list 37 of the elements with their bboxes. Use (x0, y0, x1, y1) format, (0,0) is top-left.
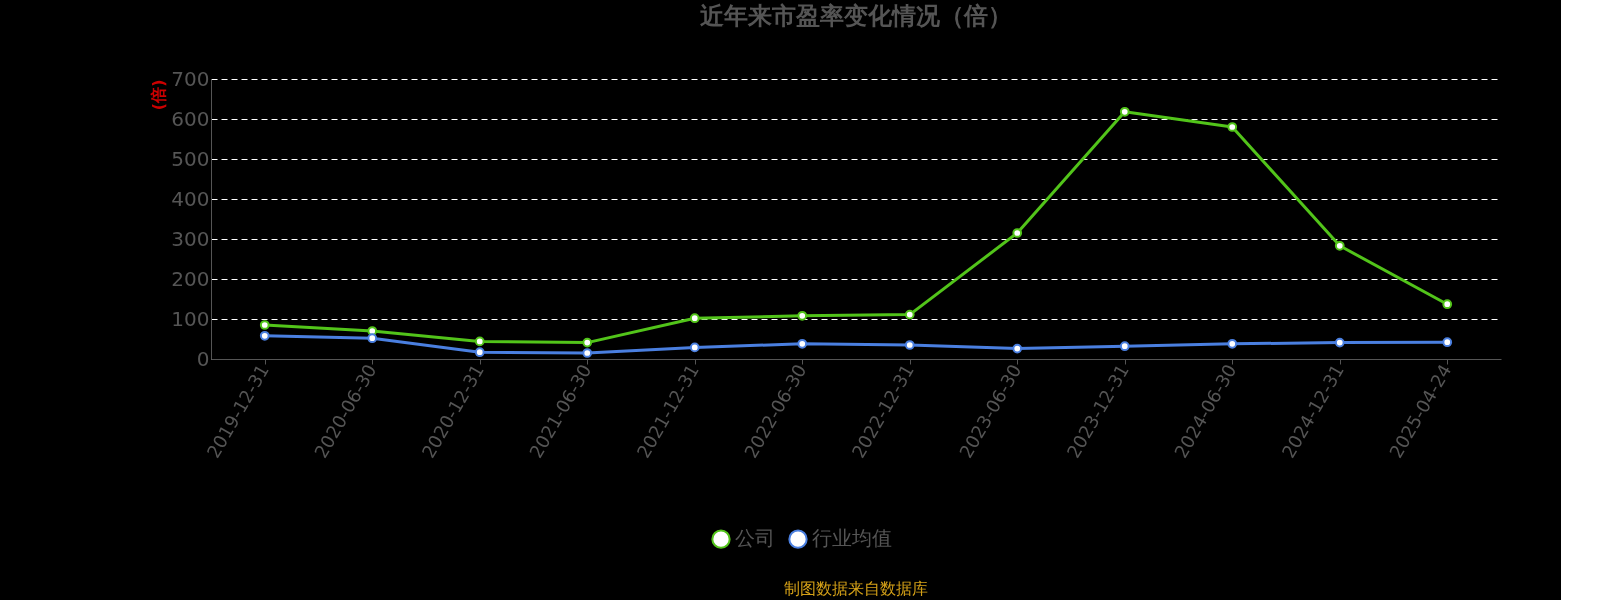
point (259, 320, 270, 330)
point (1119, 106, 1130, 117)
y-tick-label: 200 (171, 266, 210, 291)
y-tick-label: 100 (171, 306, 210, 331)
text: 制图数据来自数据库 (784, 579, 928, 598)
point (689, 313, 700, 324)
point (904, 309, 915, 320)
legend-label: 公司 (735, 526, 775, 551)
point (797, 310, 808, 321)
legend-label: 行业均值 (812, 526, 892, 551)
y-tick-label: 500 (171, 146, 210, 171)
point (259, 330, 270, 341)
y-tick-label: 300 (171, 226, 210, 251)
y-tick-label: 700 (171, 66, 210, 91)
point (474, 336, 485, 347)
point (582, 337, 593, 348)
point (1334, 337, 1345, 348)
point (1442, 299, 1453, 310)
point (1012, 343, 1023, 354)
point (582, 348, 593, 358)
point (1442, 337, 1453, 348)
point (1334, 240, 1345, 251)
point (689, 342, 700, 353)
point (797, 338, 808, 349)
point (367, 326, 378, 336)
point (904, 340, 915, 350)
point (1227, 122, 1238, 132)
point (367, 333, 378, 344)
point (1227, 338, 1238, 349)
y-tick-label: 400 (171, 186, 210, 211)
y-tick-label: 0 (196, 346, 210, 371)
point (474, 347, 485, 358)
y-tick-label: 600 (171, 106, 210, 131)
chart-title: 近年来市盈率变化情况（倍） (700, 2, 1012, 30)
point (1012, 228, 1023, 238)
point (1119, 341, 1130, 352)
y-axis-title: (倍) (149, 79, 169, 111)
